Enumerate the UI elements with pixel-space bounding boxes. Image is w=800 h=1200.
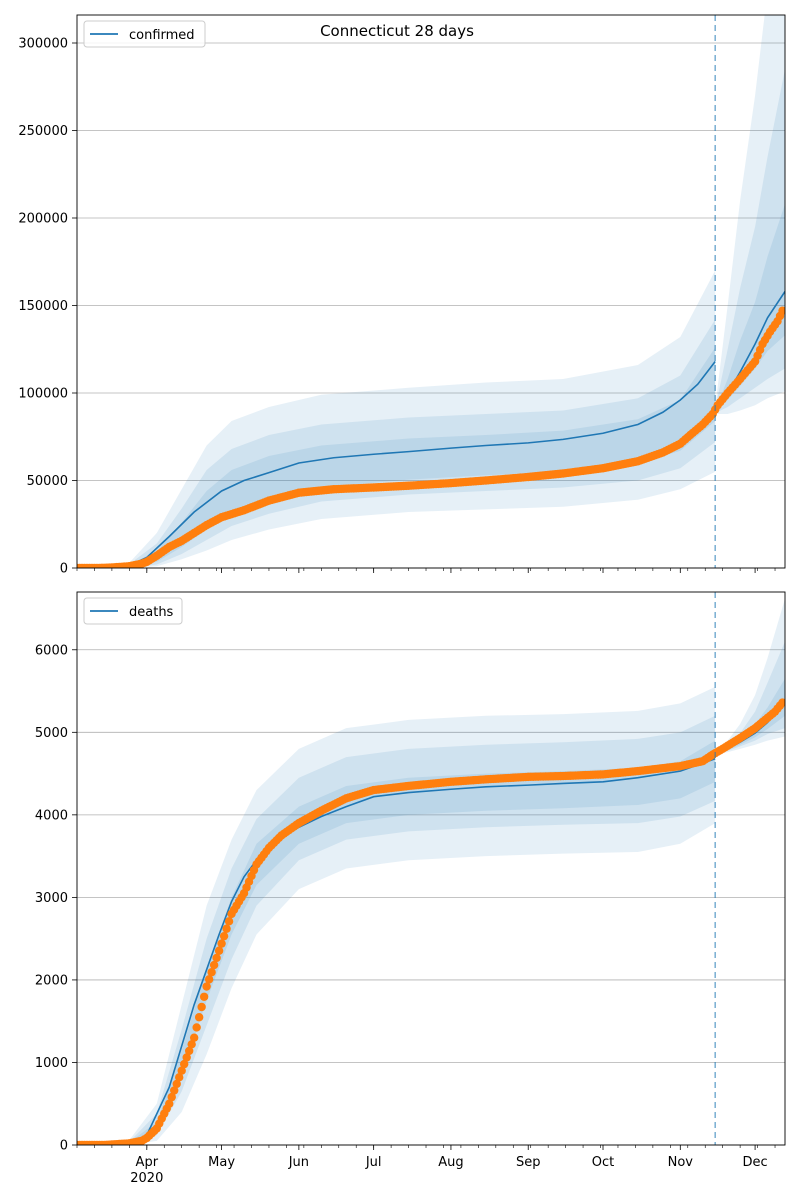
x-tick-label: Oct	[592, 1155, 614, 1170]
observed-point	[194, 1013, 204, 1022]
observed-point	[192, 1023, 201, 1032]
x-tick-label: Dec	[743, 1155, 768, 1170]
x-tick-label: Sep	[516, 1155, 541, 1170]
x-tick-label: Apr	[136, 1155, 159, 1170]
observed-point	[219, 931, 229, 941]
y-tick-label: 200000	[18, 212, 68, 227]
observed-point	[204, 975, 214, 984]
observed-point	[214, 946, 224, 955]
y-tick-label: 100000	[18, 387, 68, 402]
observed-point	[217, 939, 226, 948]
legend-label: confirmed	[129, 28, 195, 43]
observed-point	[177, 1066, 186, 1075]
uncertainty-band	[77, 347, 716, 568]
forecast-band	[715, 69, 785, 414]
x-tick-label: May	[208, 1155, 235, 1170]
observed-point	[182, 1053, 191, 1062]
legend-box	[83, 20, 206, 48]
legend-label: deaths	[129, 605, 174, 620]
legend: confirmed	[83, 20, 206, 48]
x-tick-year-label: 2020	[130, 1171, 163, 1186]
legend: deaths	[83, 597, 183, 625]
observed-point	[175, 1073, 184, 1082]
y-tick-label: 4000	[35, 808, 68, 823]
observed-point	[207, 968, 216, 977]
observed-point	[222, 924, 231, 933]
uncertainty-band	[77, 319, 716, 568]
observed-point	[165, 1099, 174, 1108]
observed-point	[172, 1079, 181, 1089]
plot-area	[77, 598, 785, 1145]
axes-frame	[76, 591, 786, 1146]
observed-point	[778, 698, 785, 707]
y-tick-label: 150000	[18, 299, 68, 314]
observed-point	[197, 1002, 206, 1012]
confirmed-panel: 0 50000 100000 150000 200000 250000 300000 conf…	[18, 14, 786, 577]
y-tick-label: 250000	[18, 124, 68, 139]
observed-point	[778, 306, 785, 315]
uncertainty-band	[77, 740, 716, 1145]
uncertainty-band	[77, 270, 716, 568]
forecast-band	[715, 641, 785, 755]
observed-point	[179, 1059, 189, 1069]
observed-point	[224, 917, 234, 926]
legend-box	[83, 597, 183, 625]
y-tick-label: 2000	[35, 973, 68, 988]
observed-point	[187, 1040, 196, 1049]
observed-point	[170, 1086, 179, 1095]
observed-point	[209, 960, 219, 970]
y-tick-label: 50000	[27, 474, 68, 489]
y-tick-label: 5000	[35, 726, 68, 741]
forecast-band	[715, 15, 785, 414]
plot-area	[77, 15, 785, 568]
x-tick-label: Aug	[438, 1155, 463, 1170]
y-tick-label: 300000	[18, 37, 68, 52]
y-tick-label: 1000	[35, 1056, 68, 1071]
model-fit-line	[77, 361, 716, 568]
x-tick-label: Nov	[668, 1155, 694, 1170]
observed-point	[189, 1033, 199, 1042]
observed-point	[199, 992, 209, 1001]
x-tick-label: Jul	[365, 1155, 382, 1170]
y-tick-label: 3000	[35, 891, 68, 906]
y-tick-label: 0	[60, 1139, 68, 1154]
observed-point	[212, 953, 221, 963]
uncertainty-band	[77, 686, 716, 1145]
observed-point	[184, 1046, 194, 1056]
uncertainty-band	[77, 715, 716, 1145]
figure-title: Connecticut 28 days	[320, 22, 474, 40]
axes-frame	[76, 14, 786, 569]
observed-point	[167, 1092, 176, 1102]
observed-point	[202, 982, 211, 991]
y-tick-label: 6000	[35, 643, 68, 658]
y-tick-label: 0	[60, 562, 68, 577]
x-tick-label: Jun	[288, 1155, 309, 1170]
